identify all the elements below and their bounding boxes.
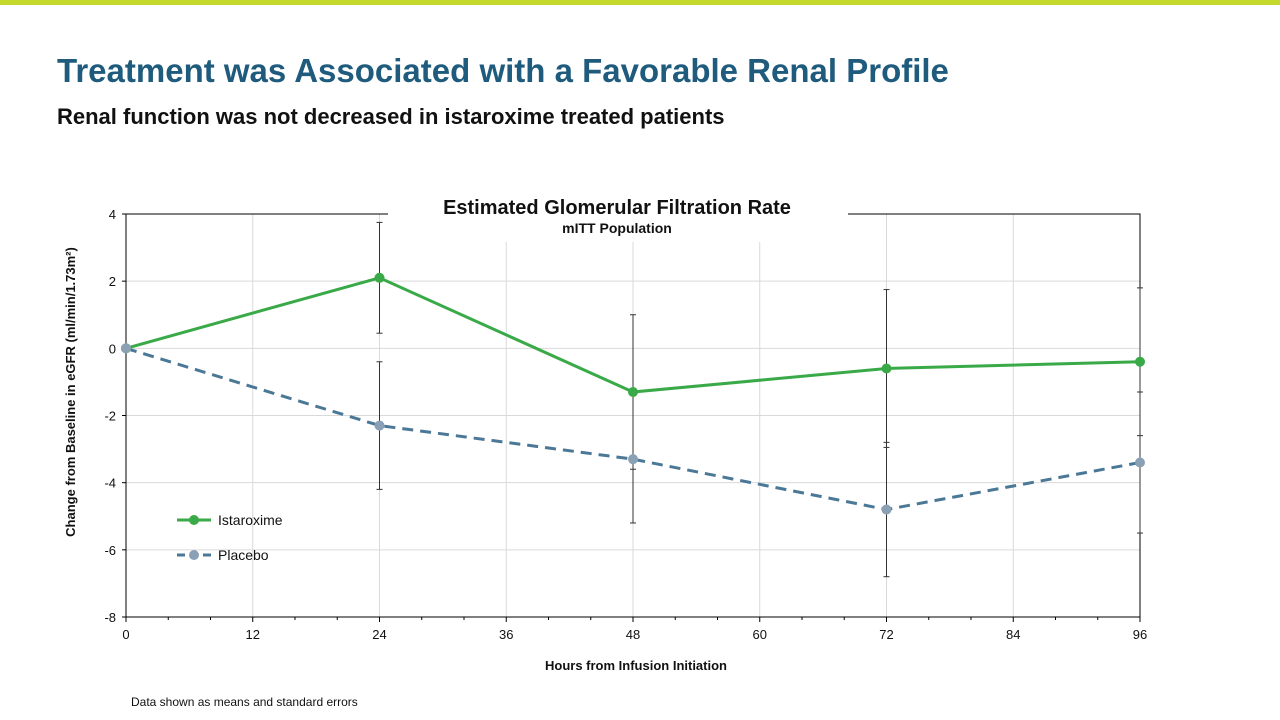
x-tick-label: 48 — [626, 627, 640, 642]
chart-grid — [126, 214, 1140, 617]
chart-legend: Istaroxime Placebo — [177, 512, 283, 563]
y-tick-label: 4 — [109, 207, 116, 222]
istaroxime-legend-marker — [189, 515, 199, 525]
x-axis-label: Hours from Infusion Initiation — [545, 658, 727, 673]
x-tick-label: 72 — [879, 627, 893, 642]
x-tick-label: 0 — [122, 627, 129, 642]
placebo-series-line — [125, 346, 1141, 512]
y-tick-label: 2 — [109, 274, 116, 289]
y-axis-label: Change from Baseline in eGFR (ml/min/1.7… — [63, 247, 78, 537]
footnote: Data shown as means and standard errors — [131, 695, 358, 709]
y-tick-label: -4 — [104, 476, 116, 491]
y-tick-label: -6 — [104, 543, 116, 558]
istaroxime-legend-label: Istaroxime — [218, 512, 283, 528]
y-tick-label: -2 — [104, 409, 116, 424]
placebo-legend-label: Placebo — [218, 547, 269, 563]
chart-title: Estimated Glomerular Filtration Rate — [443, 197, 791, 219]
x-tick-label: 24 — [372, 627, 386, 642]
placebo-data-point — [374, 420, 385, 431]
accent-bar — [0, 0, 1280, 5]
x-tick-label: 84 — [1006, 627, 1020, 642]
x-tick-label: 36 — [499, 627, 513, 642]
page-title: Treatment was Associated with a Favorabl… — [57, 52, 949, 89]
istaroxime-data-point — [881, 363, 892, 374]
chart-title-background — [388, 212, 848, 242]
placebo-data-point — [628, 454, 638, 465]
x-tick-label: 60 — [753, 627, 767, 642]
istaroxime-data-point — [628, 386, 638, 397]
placebo-data-point — [121, 343, 131, 354]
istaroxime-data-point — [1135, 356, 1145, 367]
x-tick-label: 96 — [1133, 627, 1147, 642]
chart-subtitle: mITT Population — [562, 220, 672, 236]
istaroxime-data-point — [374, 272, 385, 283]
y-tick-label: 0 — [109, 341, 116, 356]
series-markers — [121, 272, 1145, 515]
x-tick-label: 12 — [246, 627, 260, 642]
placebo-data-point — [881, 504, 892, 515]
placebo-data-point — [1135, 457, 1145, 468]
page-subtitle: Renal function was not decreased in ista… — [57, 104, 725, 129]
y-tick-label: -8 — [104, 610, 116, 625]
placebo-legend-marker — [189, 550, 199, 560]
